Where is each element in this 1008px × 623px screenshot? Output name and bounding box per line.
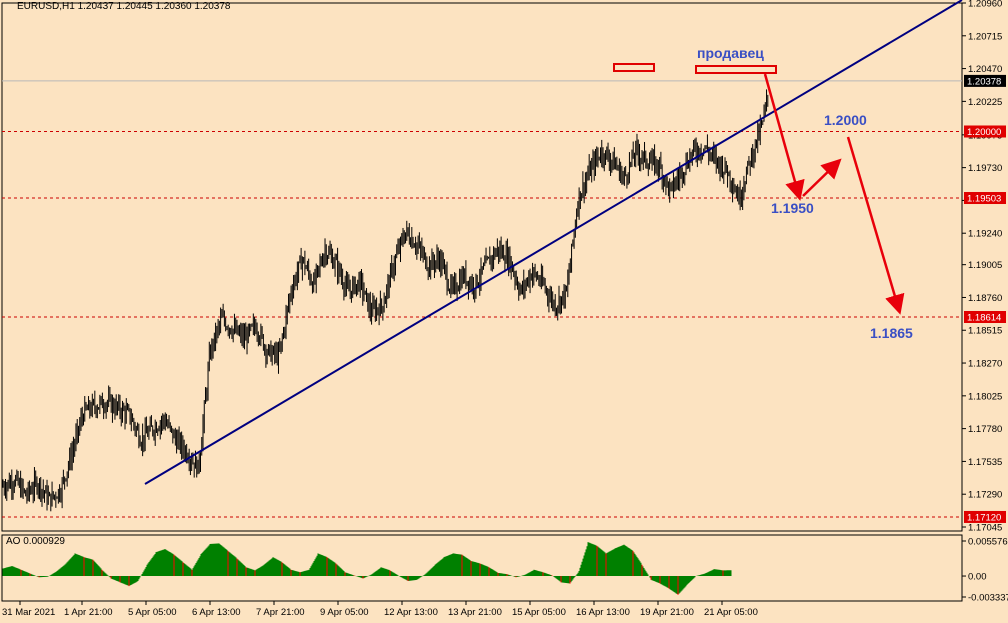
x-tick-label: 13 Apr 21:00 bbox=[448, 607, 502, 618]
y-tick-label: 1.20960 bbox=[968, 0, 1002, 10]
level-tag bbox=[964, 125, 1006, 138]
ao-header: AO 0.000929 bbox=[6, 536, 65, 547]
y-tick-label: 1.17780 bbox=[968, 424, 1002, 435]
x-tick-label: 6 Apr 13:00 bbox=[192, 607, 241, 618]
y-tick-label: 1.19730 bbox=[968, 163, 1002, 174]
support-trendline[interactable] bbox=[144, 0, 963, 485]
ao-tick-label: 0.005576 bbox=[968, 537, 1008, 548]
x-tick-label: 5 Apr 05:00 bbox=[128, 607, 177, 618]
x-tick-label: 15 Apr 05:00 bbox=[512, 607, 566, 618]
level-tag-label: 1.17120 bbox=[967, 512, 1001, 523]
y-tick-label: 1.19240 bbox=[968, 229, 1002, 240]
x-tick-label: 7 Apr 21:00 bbox=[256, 607, 305, 618]
y-tick-label: 1.18025 bbox=[968, 391, 1002, 402]
x-tick-label: 31 Mar 2021 bbox=[2, 607, 55, 618]
level-tag-label: 1.18614 bbox=[967, 312, 1001, 323]
y-tick-label: 1.17045 bbox=[968, 523, 1002, 534]
x-tick-label: 16 Apr 13:00 bbox=[576, 607, 630, 618]
y-tick-label: 1.19005 bbox=[968, 260, 1002, 271]
y-tick-label: 1.20470 bbox=[968, 64, 1002, 75]
ao-histogram bbox=[2, 542, 732, 595]
level-tag-label: 1.19503 bbox=[967, 194, 1001, 205]
y-tick-label: 1.18760 bbox=[968, 293, 1002, 304]
seller-zone-box[interactable] bbox=[613, 63, 655, 72]
candles bbox=[2, 89, 769, 512]
target-label: 1.2000 bbox=[824, 112, 867, 128]
trendline[interactable] bbox=[144, 0, 963, 485]
level-tag-label: 1.20000 bbox=[967, 127, 1001, 138]
current-price-tag bbox=[964, 74, 1006, 87]
seller-zone-box[interactable] bbox=[695, 65, 777, 74]
seller-label: продавец bbox=[697, 45, 764, 61]
target-label: 1.1950 bbox=[771, 200, 814, 216]
forecast-arrow[interactable] bbox=[802, 158, 842, 197]
x-tick-label: 21 Apr 05:00 bbox=[704, 607, 758, 618]
price-pane-frame bbox=[1, 2, 963, 532]
x-tick-label: 9 Apr 05:00 bbox=[320, 607, 369, 618]
forecast-arrow[interactable] bbox=[846, 136, 905, 315]
seller-zones[interactable] bbox=[613, 63, 777, 74]
forecast-arrows[interactable] bbox=[763, 73, 905, 315]
y-tick-label: 1.18515 bbox=[968, 326, 1002, 337]
ao-tick-label: -0.003337 bbox=[968, 593, 1008, 604]
y-tick-label: 1.17535 bbox=[968, 457, 1002, 468]
horizontal-levels[interactable] bbox=[2, 130, 962, 518]
ao-pane-frame bbox=[1, 534, 963, 602]
current-price-label: 1.20378 bbox=[967, 76, 1001, 87]
y-tick-label: 1.17290 bbox=[968, 490, 1002, 501]
y-tick-label: 1.20225 bbox=[968, 97, 1002, 108]
symbol-header: EURUSD,H1 1.20437 1.20445 1.20360 1.2037… bbox=[17, 1, 231, 12]
y-tick-label: 1.20715 bbox=[968, 31, 1002, 42]
target-label: 1.1865 bbox=[870, 325, 913, 341]
x-tick-label: 1 Apr 21:00 bbox=[64, 607, 113, 618]
ao-tick-label: 0.00 bbox=[968, 572, 987, 583]
level-tag bbox=[964, 310, 1006, 323]
price-labels: 1.20000 1.19503 1.18614 1.17120 1.20378 прода… bbox=[697, 45, 1006, 523]
y-tick-label: 1.18270 bbox=[968, 359, 1002, 370]
level-tag bbox=[964, 192, 1006, 205]
forecast-arrow[interactable] bbox=[763, 73, 805, 201]
level-tag bbox=[964, 510, 1006, 523]
x-tick-label: 19 Apr 21:00 bbox=[640, 607, 694, 618]
x-tick-label: 12 Apr 13:00 bbox=[384, 607, 438, 618]
